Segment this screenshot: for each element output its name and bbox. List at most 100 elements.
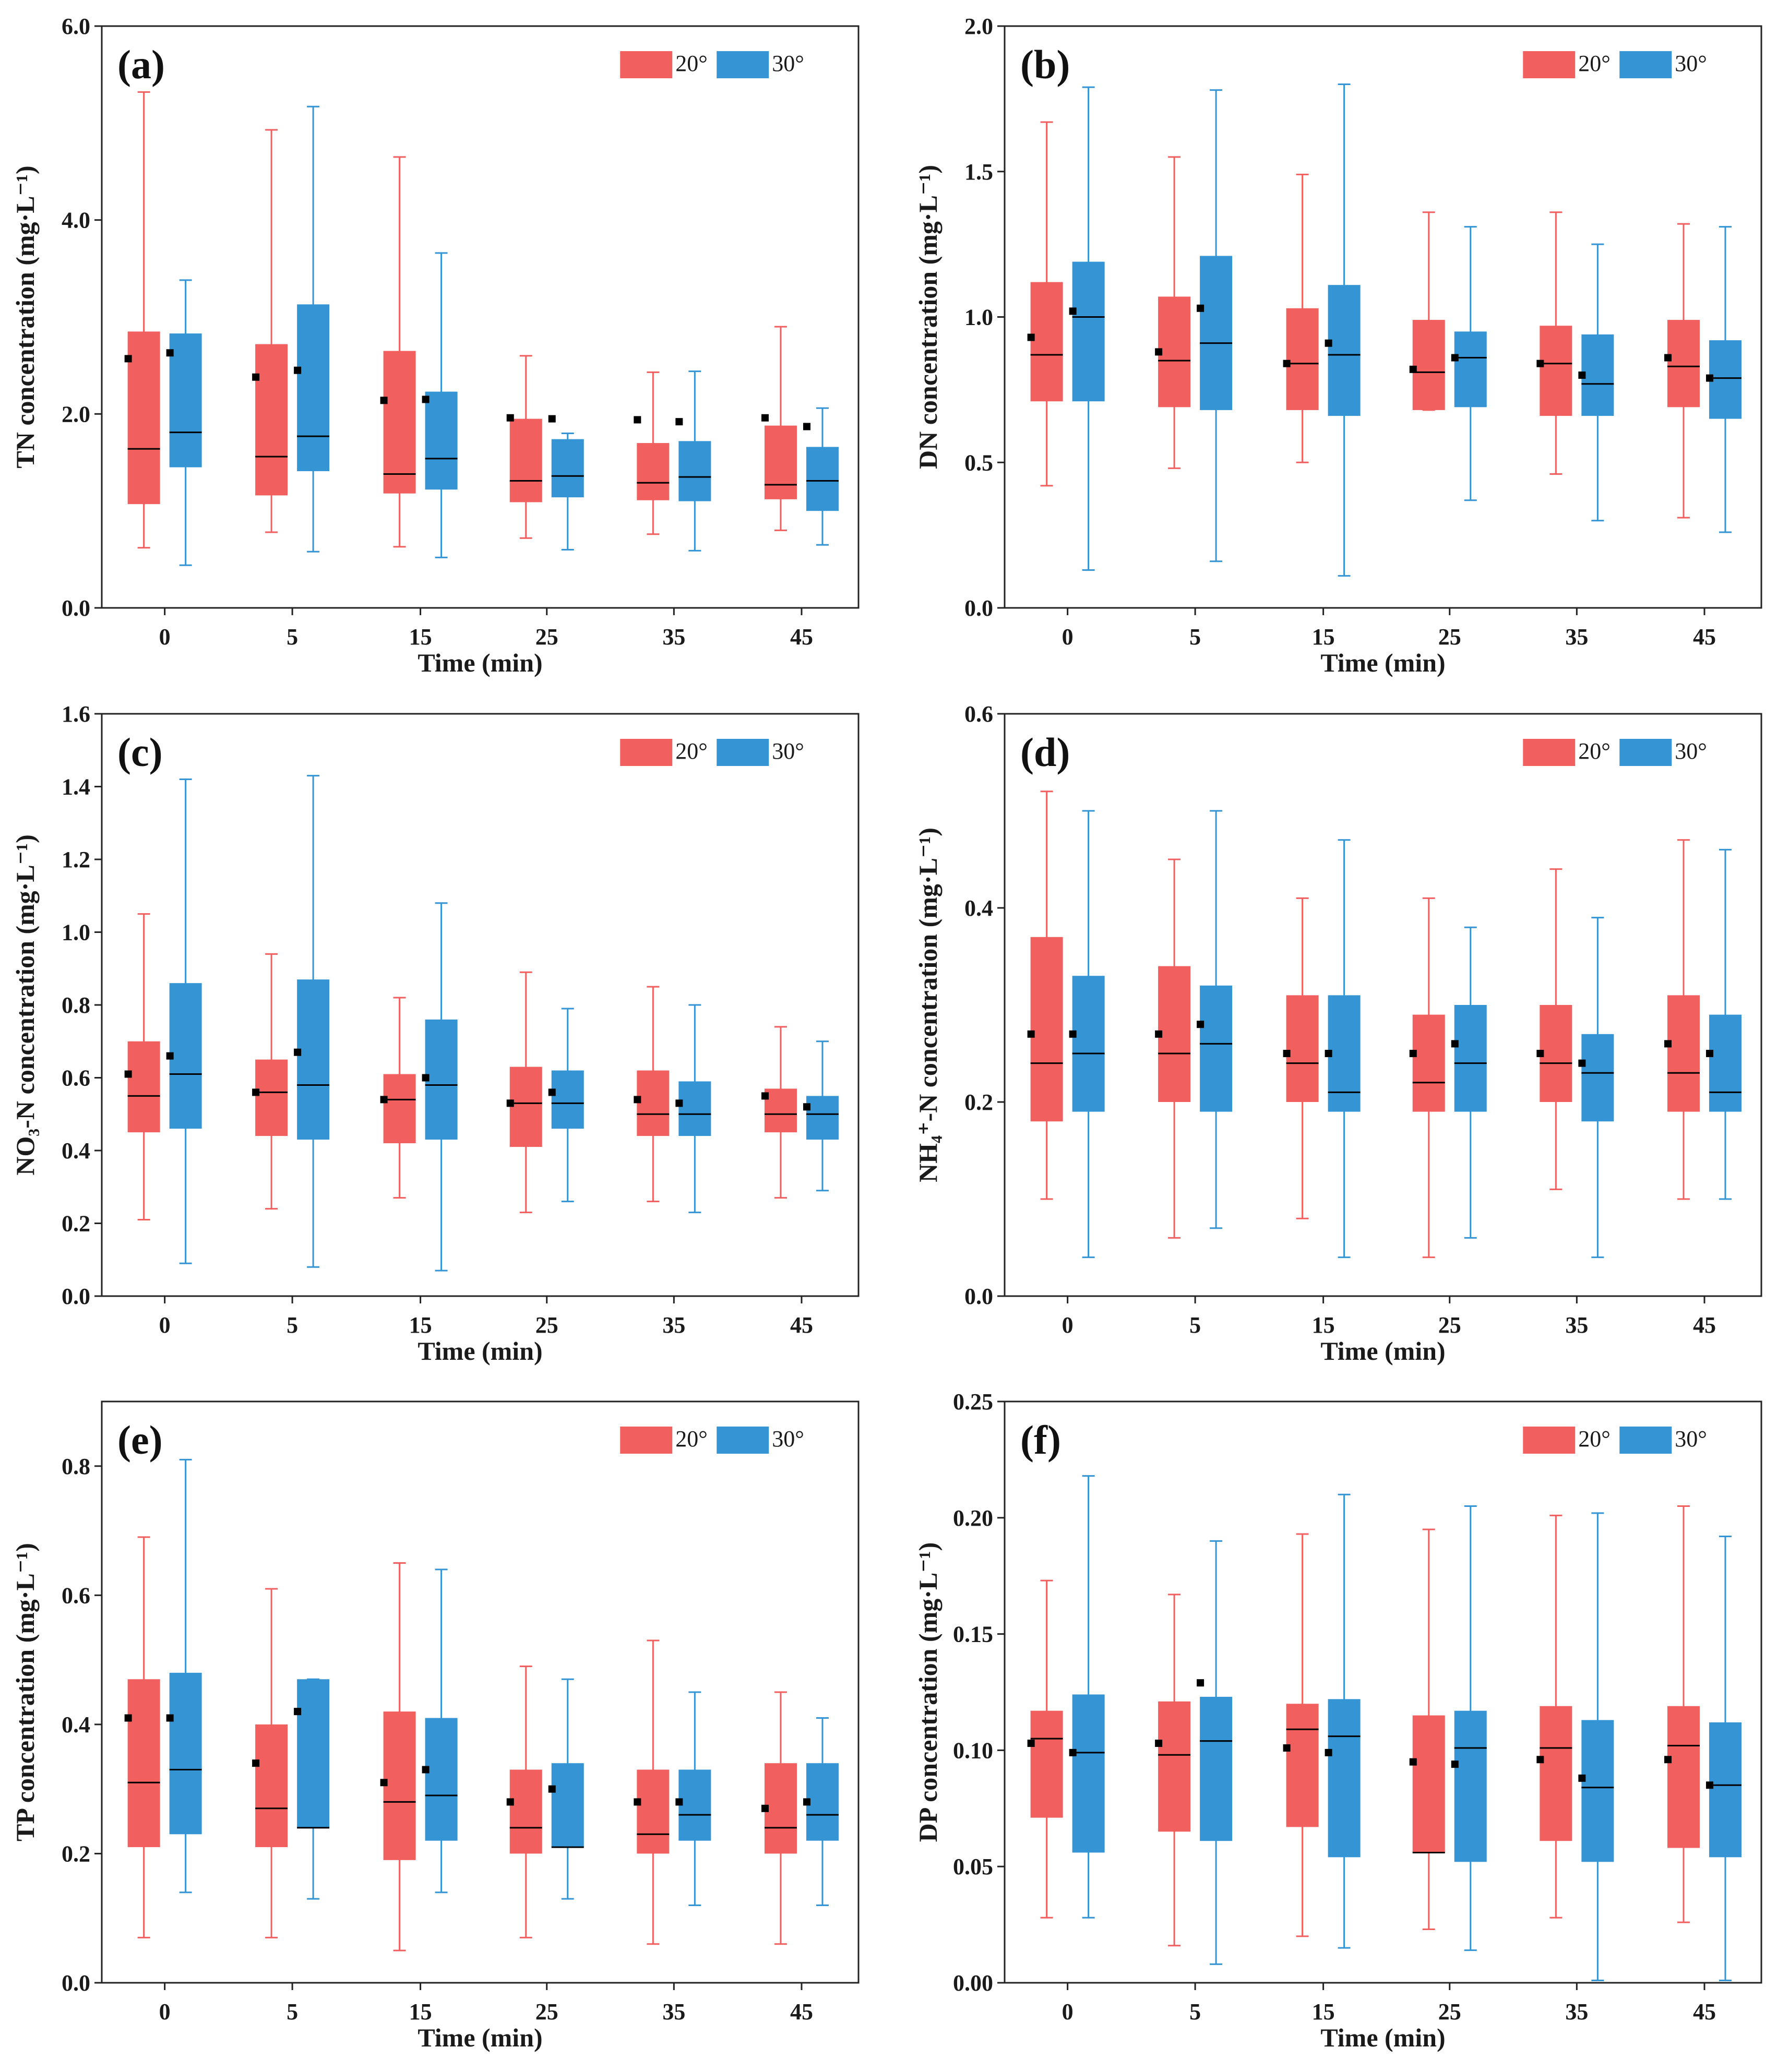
mean-marker <box>675 1099 683 1107</box>
iqr-box <box>127 1041 160 1133</box>
mean-marker <box>380 397 388 404</box>
mean-marker <box>548 1785 556 1793</box>
iqr-box <box>1667 995 1700 1112</box>
y-tick-label: 1.2 <box>62 847 90 872</box>
box-20-35 <box>634 986 670 1203</box>
y-tick-label: 4.0 <box>62 208 90 233</box>
box-30-5 <box>1197 89 1233 562</box>
y-tick-label: 0.8 <box>62 992 90 1018</box>
mean-marker <box>1409 365 1417 373</box>
iqr-box <box>1286 995 1319 1102</box>
x-tick-label: 5 <box>1189 1999 1201 2025</box>
legend-label: 20° <box>1578 738 1611 764</box>
mean-marker <box>166 1714 174 1722</box>
mean-marker <box>1409 1050 1417 1057</box>
box-20-0 <box>1027 121 1063 487</box>
mean-marker <box>1197 304 1204 312</box>
box-20-0 <box>124 913 160 1221</box>
box-20-35 <box>634 1639 670 1945</box>
box-20-0 <box>1027 1579 1063 1919</box>
mean-marker <box>548 1088 556 1096</box>
box-30-35 <box>1578 917 1614 1259</box>
iqr-box <box>551 1763 584 1848</box>
box-30-5 <box>294 1678 330 1900</box>
iqr-box <box>383 1074 416 1144</box>
mean-marker <box>422 1074 430 1082</box>
x-tick-label: 25 <box>1438 1999 1461 2025</box>
mean-marker <box>761 1804 769 1812</box>
box-30-25 <box>548 1008 584 1203</box>
iqr-box <box>1286 308 1319 410</box>
plot-frame <box>101 713 860 1297</box>
y-tick-label: 1.4 <box>62 774 90 800</box>
box-30-45 <box>1706 848 1742 1200</box>
plot-frame <box>1004 1400 1762 1984</box>
mean-marker <box>380 1096 388 1104</box>
mean-marker <box>1027 1030 1035 1038</box>
box-20-35 <box>1536 211 1572 475</box>
y-axis-title: DP concentration (mg·L⁻¹) <box>913 1542 943 1842</box>
iqr-box <box>806 1096 839 1140</box>
y-tick-label: 1.6 <box>62 701 90 727</box>
x-tick-label: 15 <box>1312 624 1335 650</box>
mean-marker <box>506 1798 514 1806</box>
plot-frame <box>101 25 860 609</box>
mean-marker <box>1155 348 1163 356</box>
box-20-45 <box>1664 839 1700 1200</box>
y-axis-title: TP concentration (mg·L⁻¹) <box>10 1543 40 1841</box>
iqr-box <box>1030 282 1063 402</box>
box-20-15 <box>380 1562 416 1951</box>
y-tick-label: 1.0 <box>62 920 90 945</box>
iqr-box <box>1200 1696 1233 1841</box>
iqr-box <box>255 344 288 496</box>
x-tick-label: 35 <box>662 1312 685 1338</box>
y-axis-title: NH₄⁺-N concentration (mg·L⁻¹) <box>913 828 943 1182</box>
box-30-25 <box>1451 1505 1487 1951</box>
iqr-box <box>509 1067 542 1147</box>
x-tick-label: 15 <box>409 1312 432 1338</box>
legend-label: 20° <box>1578 51 1611 76</box>
panel-a: 0.0 2.0 4.0 6.0 0 5 15 25 35 45 Time (min) TN conce… <box>10 14 860 677</box>
iqr-box <box>1454 1710 1487 1862</box>
iqr-box <box>1709 340 1742 419</box>
box-30-5 <box>1197 810 1233 1229</box>
mean-marker <box>1197 1021 1204 1028</box>
mean-marker <box>634 1798 641 1806</box>
iqr-box <box>1454 1005 1487 1112</box>
iqr-box <box>1072 976 1105 1112</box>
box-20-15 <box>380 997 416 1199</box>
box-20-45 <box>761 326 797 531</box>
iqr-box <box>1412 1715 1445 1853</box>
x-axis-title: Time (min) <box>418 2023 542 2052</box>
mean-marker <box>1536 1050 1544 1057</box>
iqr-box <box>1200 985 1233 1112</box>
box-20-25 <box>506 1665 542 1938</box>
x-tick-label: 35 <box>1565 624 1588 650</box>
x-tick-label: 45 <box>1693 1999 1716 2025</box>
x-tick-label: 15 <box>409 624 432 650</box>
box-20-0 <box>1027 791 1063 1200</box>
panel-label: (a) <box>117 42 165 87</box>
y-tick-label: 0.0 <box>964 595 993 621</box>
box-20-5 <box>1155 858 1191 1239</box>
iqr-box <box>637 1070 670 1136</box>
iqr-box <box>1200 256 1233 410</box>
legend-label: 30° <box>772 738 804 764</box>
box-30-45 <box>803 1040 839 1192</box>
iqr-box <box>127 331 160 505</box>
x-tick-label: 5 <box>287 1312 298 1338</box>
iqr-box <box>383 351 416 494</box>
box-20-25 <box>506 355 542 539</box>
box-30-15 <box>422 902 458 1272</box>
box-30-0 <box>166 1458 202 1894</box>
y-tick-label: 0.6 <box>964 701 993 727</box>
plot-frame <box>1004 713 1762 1297</box>
box-30-45 <box>803 1717 839 1906</box>
box-30-45 <box>1706 226 1742 533</box>
iqr-box <box>1158 966 1191 1102</box>
iqr-box <box>509 418 542 502</box>
mean-marker <box>1451 354 1459 362</box>
x-tick-label: 5 <box>1189 624 1201 650</box>
mean-marker <box>1578 1774 1586 1782</box>
mean-marker <box>1027 1740 1035 1747</box>
